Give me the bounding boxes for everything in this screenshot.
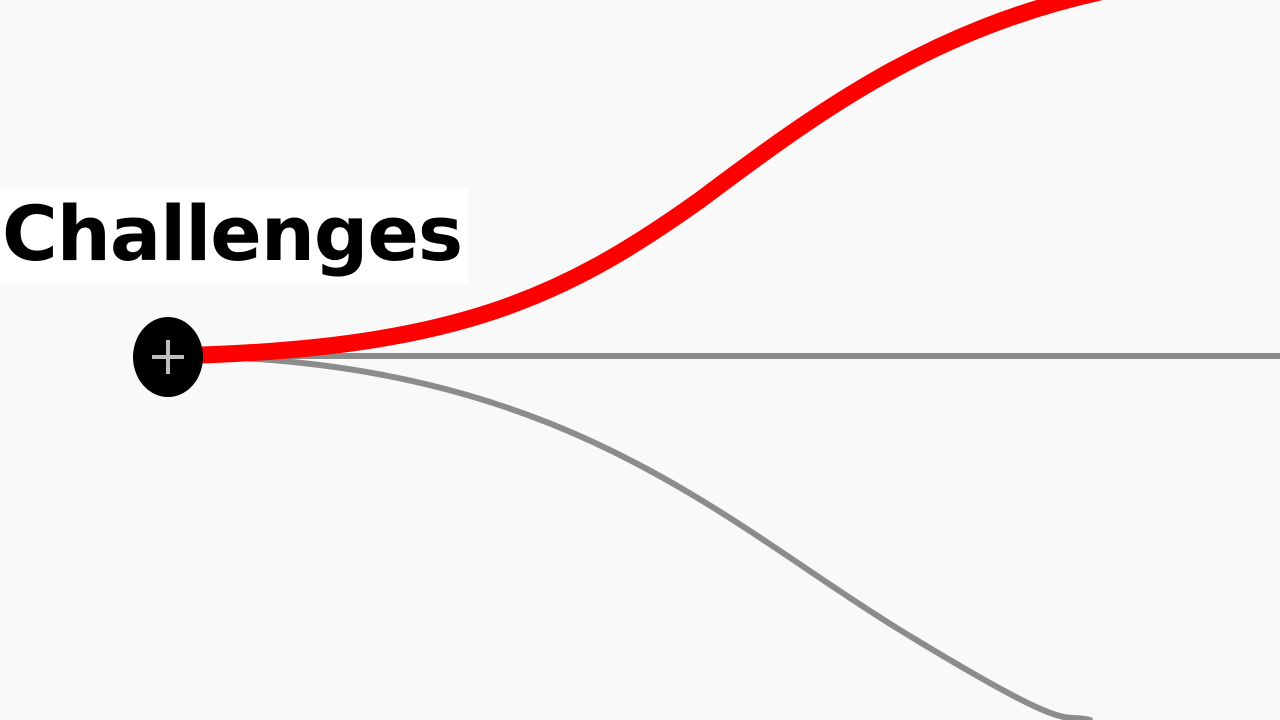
node-label: Challenges <box>0 188 469 284</box>
link-branch-up <box>159 0 1103 365</box>
plus-circle-icon[interactable] <box>152 340 184 374</box>
link-branch-down <box>165 353 1093 720</box>
tree-node-toggle[interactable] <box>133 317 203 397</box>
